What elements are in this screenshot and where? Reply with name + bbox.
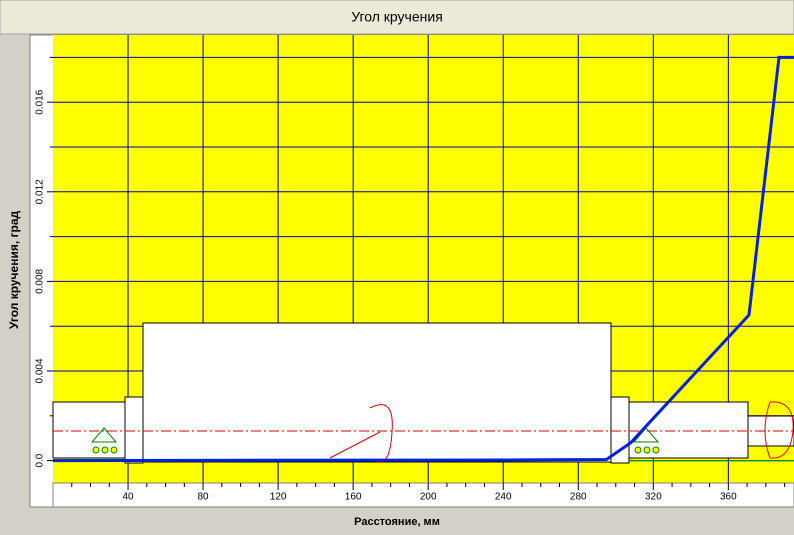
- x-tick-label: 160: [345, 492, 362, 503]
- support: [90, 427, 660, 454]
- x-axis-bar: [52, 482, 794, 508]
- y-tick-label: 0.004: [35, 358, 46, 383]
- series-line: [52, 55, 794, 463]
- y-tick-label: 0.012: [35, 179, 46, 204]
- shaft: [52, 322, 794, 464]
- shaft-body: [142, 322, 612, 463]
- x-tick-label: 200: [420, 492, 437, 503]
- x-axis-title: Расстояние, мм: [354, 516, 440, 528]
- y-tick-label: 0.0: [35, 453, 46, 467]
- x-tick-label: 80: [198, 492, 210, 503]
- y-tick-label: 0.016: [35, 89, 46, 114]
- x-tick-label: 120: [270, 492, 287, 503]
- x-tick-label: 360: [720, 492, 737, 503]
- x-tick-label: 320: [645, 492, 662, 503]
- x-tick-label: 40: [122, 492, 134, 503]
- x-tick-label: 240: [495, 492, 512, 503]
- shaft-collar: [124, 396, 144, 464]
- y-tick-label: 0.008: [35, 268, 46, 293]
- chart-title: Угол кручения: [351, 9, 443, 25]
- x-tick-label: 280: [570, 492, 587, 503]
- title-bar: [0, 0, 794, 35]
- y-axis-title: Угол кручения, град: [7, 211, 21, 330]
